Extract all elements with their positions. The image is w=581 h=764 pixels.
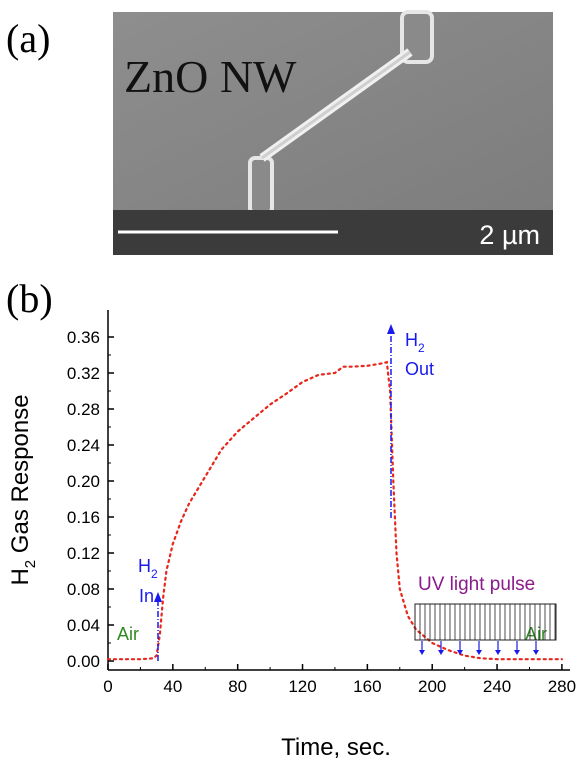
ann-sub: 2 [151, 567, 158, 581]
y-label-main: H [7, 568, 34, 585]
y-tick-label: 0.28 [67, 400, 100, 419]
uv-arrow-head [419, 650, 425, 655]
x-tick-label: 280 [548, 677, 576, 696]
uv-label: UV light pulse [418, 574, 535, 595]
ann-text: In [139, 586, 154, 606]
air-label: Air [117, 624, 139, 644]
nanowire [248, 10, 434, 215]
y-tick-label: 0.32 [67, 364, 100, 383]
arrows [157, 330, 392, 661]
arrow-heads [154, 324, 395, 602]
y-axis-label: H2 Gas Response [7, 394, 39, 585]
data-line [106, 360, 563, 661]
y-label-rest: Gas Response [7, 394, 34, 559]
sem-text: ZnO NW [124, 51, 297, 102]
y-label-sub: 2 [22, 560, 39, 568]
x-tick-label: 80 [228, 677, 247, 696]
y-tick-label: 0.24 [67, 436, 100, 455]
uv-arrow-head [457, 650, 463, 655]
y-tick-label: 0.20 [67, 472, 100, 491]
y-tick-label: 0.16 [67, 508, 100, 527]
ann-main: H [138, 556, 151, 576]
x-tick-label: 120 [288, 677, 316, 696]
scale-label: 2 µm [479, 220, 540, 250]
svg-text:H2: H2 [138, 556, 158, 581]
uv-pulse [414, 603, 557, 655]
x-axis-label: Time, sec. [281, 734, 391, 761]
air-label: Air [525, 624, 547, 644]
y-tick-label: 0.00 [67, 652, 100, 671]
uv-arrow-head [514, 650, 520, 655]
annotation-out: H2 Out [405, 330, 434, 379]
x-tick-label: 160 [353, 677, 381, 696]
panel-label: (a) [6, 16, 50, 61]
y-tick-label: 0.36 [67, 328, 100, 347]
uv-arrow-head [438, 650, 444, 655]
x-tick-label: 200 [418, 677, 446, 696]
chart: 0.00 0.04 0.08 0.12 0.16 0.20 0.24 0.28 0.32 0.36… [67, 310, 576, 696]
x-tick-label: 0 [103, 677, 112, 696]
svg-text:H2: H2 [405, 330, 425, 355]
y-tick-label: 0.04 [67, 616, 100, 635]
y-tick-label: 0.12 [67, 544, 100, 563]
ann-main: H [405, 330, 418, 350]
uv-arrow-head [533, 650, 539, 655]
ann-text: Out [405, 359, 434, 379]
uv-arrow-head [476, 650, 482, 655]
ann-sub: 2 [418, 341, 425, 355]
x-tick-label: 40 [163, 677, 182, 696]
x-tick-label: 240 [483, 677, 511, 696]
panel-label: (b) [6, 276, 53, 321]
y-tick-label: 0.08 [67, 580, 100, 599]
annotation-in: H2 In [138, 556, 158, 606]
uv-arrow-head [495, 650, 501, 655]
